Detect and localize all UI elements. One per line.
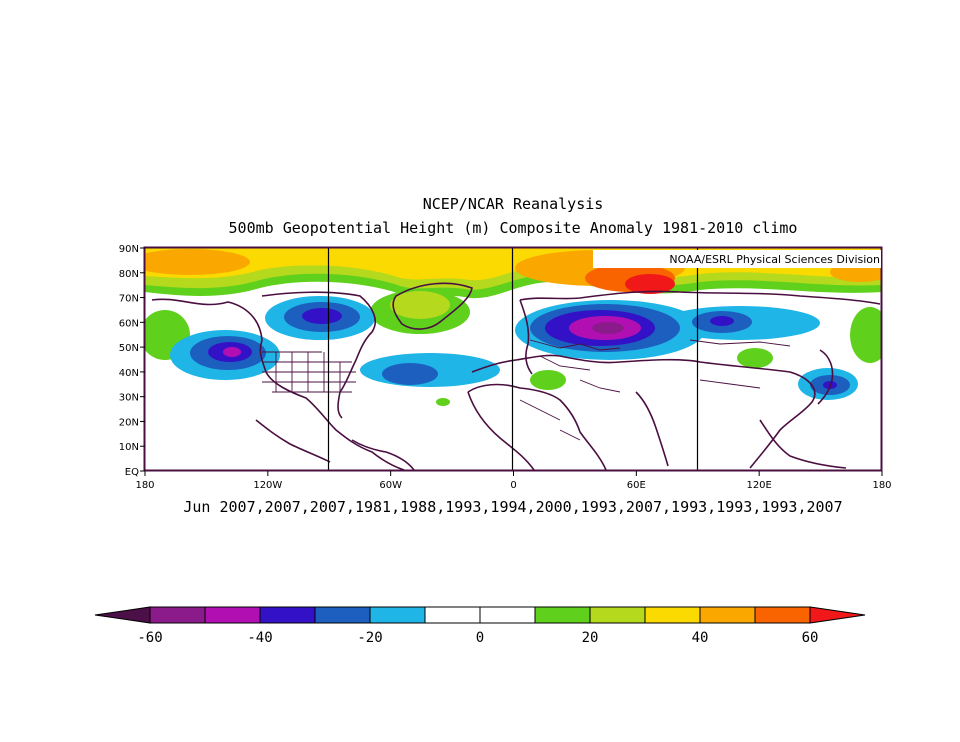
colorbar-swatch <box>479 606 536 624</box>
africa-west-coast <box>467 391 535 471</box>
lat-tick-label: 50N <box>119 343 139 354</box>
political-borders <box>262 339 791 441</box>
lon-tick-label: 180 <box>872 480 891 491</box>
eurasia-south-coast <box>471 354 816 469</box>
colorbar-tick-label: 20 <box>582 630 599 646</box>
blue-lobe-atlantic <box>382 363 438 385</box>
lat-tick-label: 90N <box>119 244 139 255</box>
colorbar-tick-label: 60 <box>802 630 819 646</box>
caption: Jun 2007,2007,2007,1981,1988,1993,1994,2… <box>183 498 843 516</box>
lat-tick-label: 30N <box>119 393 139 404</box>
indigo-core-siberia <box>710 316 734 326</box>
colorbar-swatch <box>424 606 481 624</box>
lon-tick-label: 120W <box>253 480 282 491</box>
colorbar-over-arrow <box>809 606 866 624</box>
lat-tick-label: EQ <box>125 467 139 478</box>
colorbar-swatch <box>314 606 371 624</box>
southeast-asia-coast <box>759 419 847 469</box>
red-core <box>625 274 675 294</box>
north-america-west-coast <box>151 298 405 471</box>
lon-tick-label: 180 <box>135 480 154 491</box>
colorbar-swatch <box>369 606 426 624</box>
lat-tick-label: 60N <box>119 318 139 329</box>
latitude-axis: EQ 10N 20N 30N 40N 50N 60N 70N 80N 90N <box>119 244 145 478</box>
lat-tick-label: 70N <box>119 294 139 305</box>
colorbar-tick-label: 0 <box>476 630 484 646</box>
greenland <box>392 282 473 330</box>
scandinavia-coast <box>519 299 533 375</box>
colorbar-tick-label: -20 <box>357 630 382 646</box>
lon-tick-label: 120E <box>746 480 771 491</box>
colorbar-swatch <box>589 606 646 624</box>
japan-coast <box>817 349 834 405</box>
eurasia-borders <box>519 339 621 441</box>
colorbar-tick-label: 40 <box>692 630 709 646</box>
orange-patch-pacific <box>145 249 250 275</box>
colorbar-swatch <box>259 606 316 624</box>
colorbar-swatch <box>644 606 701 624</box>
purple-core-europe <box>592 322 624 334</box>
indigo-core-canada <box>302 308 342 324</box>
caribbean-coast <box>351 439 415 471</box>
lat-tick-label: 20N <box>119 417 139 428</box>
green-patch-atlantic <box>436 398 450 406</box>
hudson-region-coast <box>261 291 376 419</box>
colorbar-swatch <box>204 606 261 624</box>
map-subtitle: 500mb Geopotential Height (m) Composite … <box>228 219 798 237</box>
lon-tick-label: 60E <box>627 480 646 491</box>
eurasia-north-coast <box>519 290 881 305</box>
magenta-core-pacific <box>223 347 241 357</box>
africa-north-coast <box>467 383 607 471</box>
us-state-borders-vertical <box>275 352 341 392</box>
lat-tick-label: 10N <box>119 442 139 453</box>
green-patch-mediterranean <box>530 370 566 390</box>
colorbar-swatch <box>534 606 591 624</box>
colorbar-ticks: -60 -40 -20 0 20 40 60 <box>137 630 818 646</box>
colorbar-swatch <box>699 606 756 624</box>
green-patch-china <box>737 348 773 368</box>
credit-box <box>593 250 881 268</box>
green-lobe-east-pacific <box>850 307 882 363</box>
central-america-coast <box>255 419 331 463</box>
colorbar-under-arrow <box>94 606 151 624</box>
asia-borders <box>689 339 791 389</box>
colorbar-swatch <box>754 606 811 624</box>
colorbar-swatch <box>149 606 206 624</box>
yellow-green-lobe-greenland <box>390 291 450 319</box>
map-title: NCEP/NCAR Reanalysis <box>422 195 604 213</box>
map-frame <box>143 246 883 472</box>
lon-tick-label: 0 <box>510 480 516 491</box>
lat-tick-label: 80N <box>119 269 139 280</box>
lon-tick-label: 60W <box>379 480 402 491</box>
colorbar-tick-label: -40 <box>247 630 272 646</box>
colorbar-tick-label: -60 <box>137 630 162 646</box>
longitude-axis: 180 120W 60W 0 60E 120E 180 <box>135 471 892 491</box>
arabia-india-coast <box>635 391 669 467</box>
credit-label: NOAA/ESRL Physical Sciences Division <box>669 253 880 266</box>
lat-tick-label: 40N <box>119 368 139 379</box>
coastlines <box>151 282 881 471</box>
colorbar-boxes <box>94 606 866 624</box>
